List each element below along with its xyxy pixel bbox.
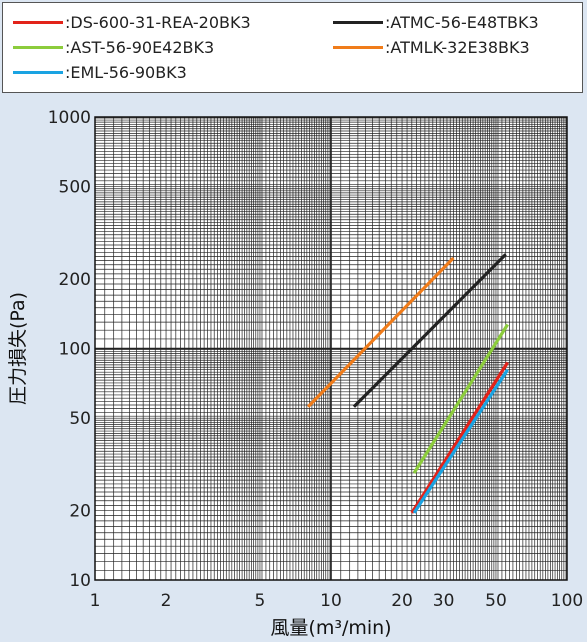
legend-swatch-ast-56 xyxy=(13,45,63,49)
y-tick-label: 10 xyxy=(69,571,91,591)
x-tick-label: 1 xyxy=(90,591,101,611)
x-tick-label: 5 xyxy=(255,591,266,611)
y-tick-label: 200 xyxy=(59,270,91,290)
legend-swatch-eml-56 xyxy=(13,70,63,74)
legend-label-atmlk-32: :ATMLK-32E38BK3 xyxy=(385,37,530,57)
legend-item-atmc-56: :ATMC-56-E48TBK3 xyxy=(333,11,539,33)
series-line-1 xyxy=(410,361,509,514)
x-tick-label: 100 xyxy=(551,591,583,611)
plot-border xyxy=(94,116,568,581)
legend-swatch-atmc-56 xyxy=(333,20,383,24)
legend-swatch-ds-600 xyxy=(13,20,63,24)
series-line-2 xyxy=(352,253,507,408)
series-line-4 xyxy=(306,256,455,408)
y-tick-label: 500 xyxy=(59,178,91,198)
x-tick-label: 50 xyxy=(485,591,507,611)
legend-label-ds-600: :DS-600-31-REA-20BK3 xyxy=(65,12,251,32)
y-tick-label: 100 xyxy=(59,340,91,360)
y-axis-title: 圧力損失(Pa) xyxy=(7,292,29,405)
legend-label-ast-56: :AST-56-90E42BK3 xyxy=(65,37,215,57)
legend-item-eml-56: :EML-56-90BK3 xyxy=(13,61,187,83)
x-tick-label: 10 xyxy=(320,591,342,611)
legend: :DS-600-31-REA-20BK3 :ATMC-56-E48TBK3 :A… xyxy=(2,2,583,93)
legend-item-ast-56: :AST-56-90E42BK3 xyxy=(13,36,214,58)
x-tick-label: 2 xyxy=(161,591,172,611)
y-tick-label: 20 xyxy=(69,501,91,521)
y-tick-label: 50 xyxy=(69,409,91,429)
legend-item-atmlk-32: :ATMLK-32E38BK3 xyxy=(333,36,530,58)
x-tick-label: 30 xyxy=(433,591,455,611)
legend-label-atmc-56: :ATMC-56-E48TBK3 xyxy=(385,12,539,32)
y-tick-label: 1000 xyxy=(48,108,91,128)
series-line-5 xyxy=(412,368,509,514)
x-axis-title: 風量(m³/min) xyxy=(270,617,391,639)
legend-swatch-atmlk-32 xyxy=(333,45,383,49)
x-tick-label: 20 xyxy=(391,591,413,611)
legend-item-ds-600: :DS-600-31-REA-20BK3 xyxy=(13,11,251,33)
series-line-3 xyxy=(412,323,509,474)
legend-label-eml-56: :EML-56-90BK3 xyxy=(65,62,187,82)
